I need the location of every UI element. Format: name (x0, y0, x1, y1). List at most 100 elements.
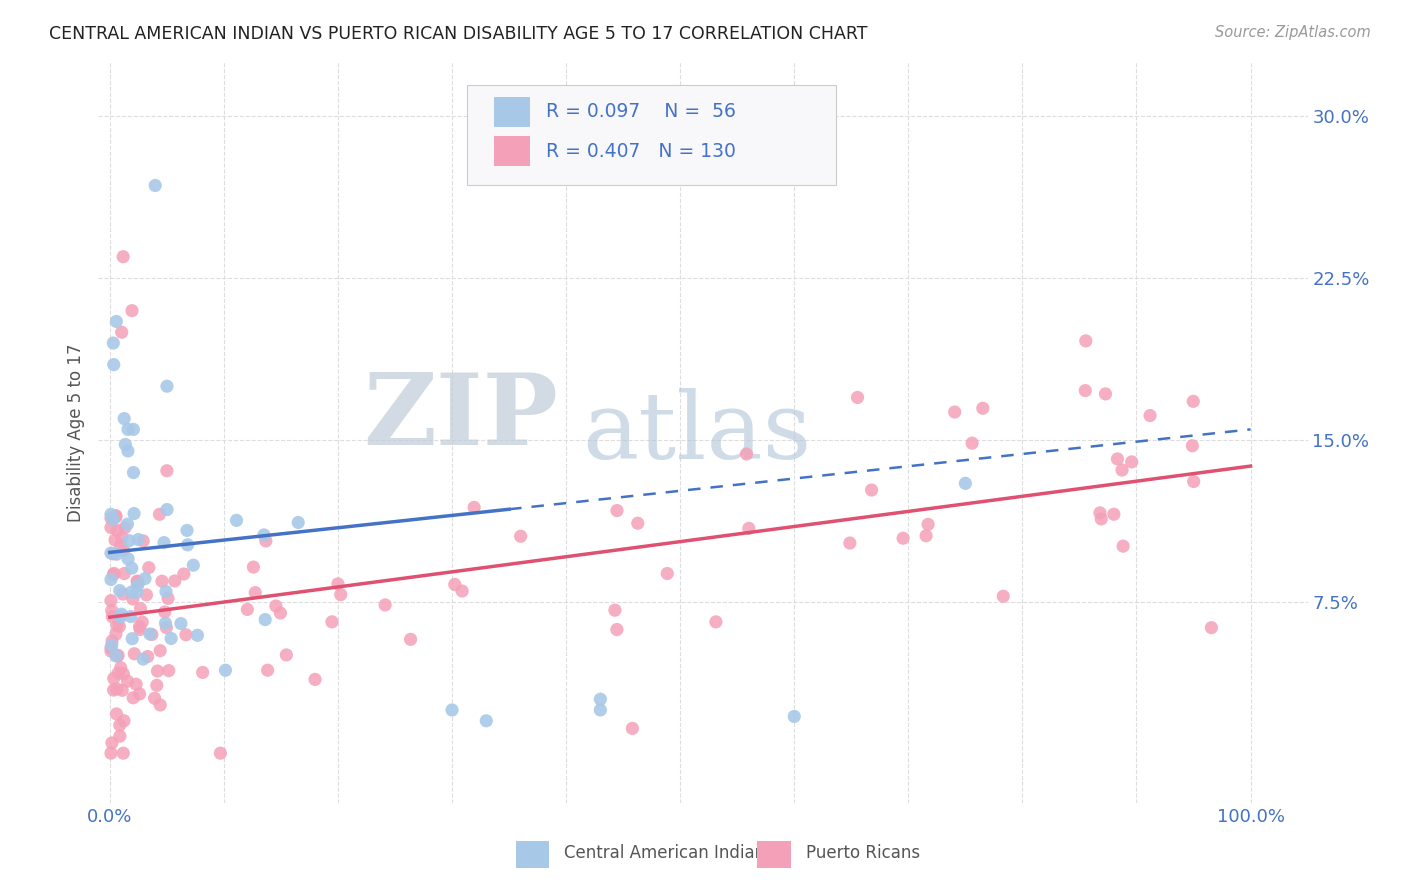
Point (120, 609, 142, 624)
Text: Central American Indians: Central American Indians (564, 844, 773, 863)
Point (176, 524, 198, 538)
Point (149, 643, 172, 657)
Point (589, 703, 612, 717)
Point (112, 566, 135, 581)
Point (129, 601, 152, 615)
Point (105, 314, 128, 328)
Point (1074, 334, 1097, 348)
Point (100, 746, 122, 760)
Y-axis label: Disability Age 5 to 17: Disability Age 5 to 17 (66, 343, 84, 522)
Point (117, 674, 139, 689)
Point (101, 736, 124, 750)
Point (107, 666, 129, 681)
Point (443, 577, 465, 591)
Point (156, 379, 179, 393)
Point (105, 618, 128, 632)
Point (121, 561, 143, 575)
Point (735, 447, 758, 461)
Point (108, 718, 131, 732)
Point (138, 560, 160, 574)
Point (134, 572, 156, 586)
Point (127, 576, 149, 591)
Point (112, 543, 135, 558)
Point (1182, 394, 1205, 409)
Point (112, 666, 135, 681)
Point (155, 621, 177, 635)
Point (107, 648, 129, 663)
Point (1201, 621, 1223, 635)
Point (269, 606, 291, 620)
Point (838, 536, 860, 550)
Point (891, 531, 914, 545)
Point (122, 422, 145, 436)
Text: ZIP: ZIP (363, 369, 558, 467)
Point (475, 714, 498, 728)
Point (127, 533, 149, 547)
Point (972, 401, 994, 416)
Point (100, 508, 122, 522)
Point (111, 587, 134, 601)
Point (114, 521, 136, 535)
Point (110, 538, 132, 552)
Point (118, 533, 141, 548)
Point (143, 178, 166, 193)
Point (606, 623, 628, 637)
Point (242, 560, 264, 574)
Point (254, 613, 277, 627)
Point (176, 538, 198, 552)
Point (254, 533, 277, 548)
Point (111, 325, 134, 339)
Point (399, 632, 422, 647)
Point (111, 683, 134, 698)
Point (1112, 539, 1135, 553)
Point (108, 729, 131, 743)
Point (128, 687, 150, 701)
Point (122, 647, 145, 661)
Point (326, 577, 349, 591)
Point (153, 535, 176, 549)
Point (111, 531, 134, 545)
Point (100, 640, 122, 655)
Point (738, 521, 761, 535)
Point (589, 692, 612, 706)
Point (122, 507, 145, 521)
Point (1181, 439, 1204, 453)
Point (136, 649, 159, 664)
Point (112, 714, 135, 728)
Text: atlas: atlas (582, 388, 811, 477)
Point (153, 605, 176, 619)
Point (156, 464, 179, 478)
Point (1090, 512, 1112, 526)
Point (214, 663, 236, 677)
Point (174, 628, 197, 642)
Point (606, 503, 628, 517)
Point (100, 520, 122, 534)
Point (1139, 409, 1161, 423)
Point (100, 546, 122, 560)
Point (129, 623, 152, 637)
Point (657, 566, 679, 581)
Point (955, 476, 977, 491)
Point (276, 648, 298, 662)
Point (128, 619, 150, 633)
Point (321, 615, 343, 629)
Point (181, 558, 204, 573)
Point (173, 566, 195, 581)
Point (155, 584, 177, 599)
Point (127, 574, 149, 589)
Point (105, 681, 128, 696)
Text: Puerto Ricans: Puerto Ricans (806, 844, 920, 863)
Bar (758, 841, 792, 868)
Point (103, 683, 125, 698)
Point (110, 607, 132, 622)
Point (627, 516, 650, 531)
Point (122, 466, 145, 480)
Point (264, 599, 287, 613)
Point (103, 672, 125, 686)
Point (112, 746, 135, 760)
Point (621, 722, 644, 736)
Point (132, 533, 155, 548)
Point (103, 567, 125, 582)
Point (917, 517, 939, 532)
Point (103, 336, 125, 351)
